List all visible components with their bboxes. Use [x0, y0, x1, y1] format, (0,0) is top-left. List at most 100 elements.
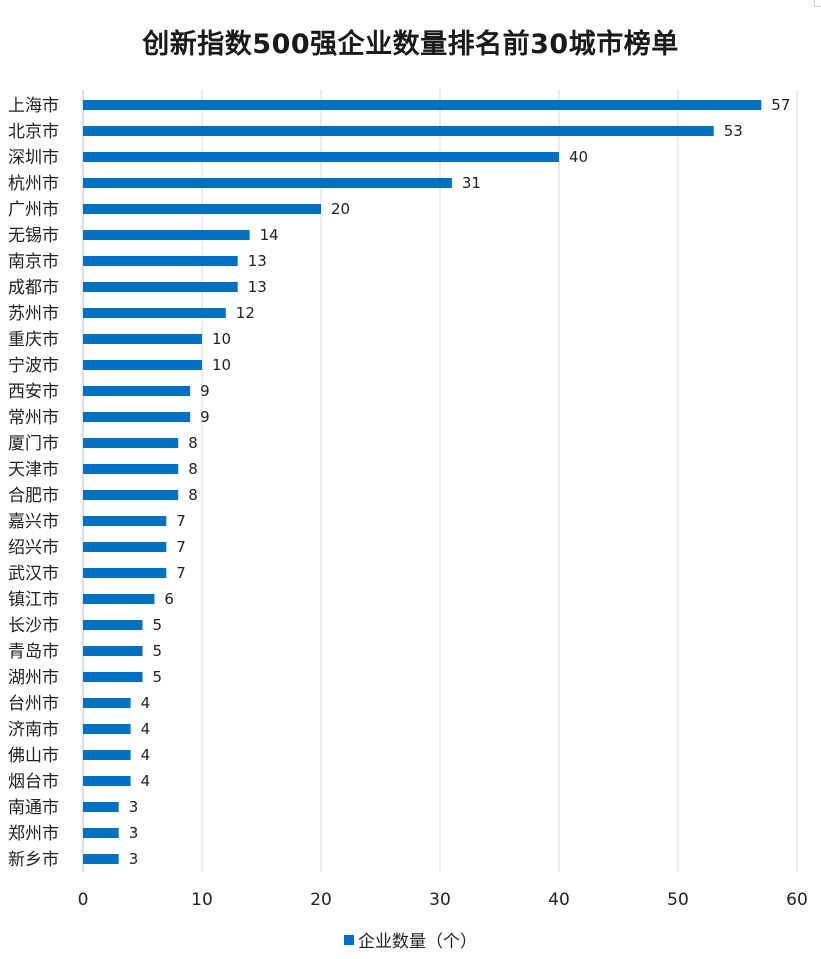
- bar: [83, 230, 250, 240]
- data-label: 3: [129, 824, 139, 842]
- bar: [83, 178, 452, 188]
- legend: 企业数量（个）: [0, 927, 821, 952]
- data-label: 8: [188, 434, 198, 452]
- data-label: 4: [141, 694, 151, 712]
- data-label: 4: [141, 720, 151, 738]
- bar: [83, 568, 167, 578]
- category-label: 青岛市: [8, 642, 59, 662]
- category-label: 宁波市: [8, 356, 59, 376]
- data-label: 5: [153, 616, 163, 634]
- bar: [83, 828, 119, 838]
- bar: [83, 542, 167, 552]
- bar: [83, 282, 238, 292]
- bar: [83, 672, 143, 682]
- bar: [83, 802, 119, 812]
- category-label: 郑州市: [8, 824, 59, 844]
- bar: [83, 516, 167, 526]
- bar: [83, 152, 559, 162]
- data-label: 10: [212, 356, 231, 374]
- data-label: 8: [188, 460, 198, 478]
- data-label: 7: [176, 538, 186, 556]
- data-label: 6: [164, 590, 174, 608]
- category-label: 无锡市: [8, 226, 59, 246]
- x-tick-label: 40: [548, 890, 570, 910]
- bar: [83, 490, 179, 500]
- category-label: 新乡市: [8, 850, 59, 870]
- bar: [83, 360, 202, 370]
- data-label: 13: [248, 252, 267, 270]
- category-label: 杭州市: [8, 174, 59, 194]
- category-label: 上海市: [8, 96, 59, 116]
- data-label: 53: [724, 122, 743, 140]
- category-label: 北京市: [8, 122, 59, 142]
- data-label: 7: [176, 512, 186, 530]
- category-label: 武汉市: [8, 564, 59, 584]
- category-label: 佛山市: [8, 746, 59, 766]
- data-label: 12: [236, 304, 255, 322]
- bar: [83, 646, 143, 656]
- x-tick-label: 50: [667, 890, 689, 910]
- bar: [83, 438, 179, 448]
- category-label: 烟台市: [8, 772, 59, 792]
- data-label: 57: [771, 96, 790, 114]
- category-label: 天津市: [8, 460, 59, 480]
- bar: [83, 594, 155, 604]
- category-label: 广州市: [8, 200, 59, 220]
- data-label: 5: [153, 642, 163, 660]
- data-label: 7: [176, 564, 186, 582]
- bar: [83, 100, 762, 110]
- bar: [83, 698, 131, 708]
- x-tick-label: 0: [78, 890, 89, 910]
- data-label: 40: [569, 148, 588, 166]
- x-tick-label: 10: [191, 890, 213, 910]
- data-label: 13: [248, 278, 267, 296]
- bar: [83, 256, 238, 266]
- bar: [83, 126, 714, 136]
- category-label: 成都市: [8, 278, 59, 298]
- category-label: 绍兴市: [8, 538, 59, 558]
- category-label: 南京市: [8, 252, 59, 272]
- x-tick-label: 60: [786, 890, 808, 910]
- data-label: 3: [129, 798, 139, 816]
- data-label: 9: [200, 408, 210, 426]
- legend-label: 企业数量（个）: [358, 932, 477, 952]
- category-label: 济南市: [8, 720, 59, 740]
- category-label: 西安市: [8, 382, 59, 402]
- category-label: 合肥市: [8, 486, 59, 506]
- data-label: 9: [200, 382, 210, 400]
- bar: [83, 464, 179, 474]
- x-tick-label: 30: [429, 890, 451, 910]
- data-label: 5: [153, 668, 163, 686]
- category-label: 嘉兴市: [8, 512, 59, 532]
- category-label: 重庆市: [8, 330, 59, 350]
- legend-swatch: [344, 935, 354, 945]
- category-label: 厦门市: [8, 434, 59, 454]
- data-label: 3: [129, 850, 139, 868]
- category-label: 常州市: [8, 408, 59, 428]
- category-label: 深圳市: [8, 148, 59, 168]
- category-label: 台州市: [8, 694, 59, 714]
- category-label: 长沙市: [8, 616, 59, 636]
- chart-title: 创新指数500强企业数量排名前30城市榜单: [142, 29, 679, 60]
- data-label: 20: [331, 200, 350, 218]
- data-label: 8: [188, 486, 198, 504]
- bar: [83, 308, 226, 318]
- bar: [83, 386, 191, 396]
- data-label: 14: [260, 226, 279, 244]
- corner-mark: [814, 0, 821, 7]
- bar: [83, 204, 321, 214]
- bar: [83, 334, 202, 344]
- data-label: 10: [212, 330, 231, 348]
- category-label: 南通市: [8, 798, 59, 818]
- bar: [83, 750, 131, 760]
- data-label: 4: [141, 772, 151, 790]
- bar: [83, 620, 143, 630]
- category-label: 镇江市: [8, 590, 59, 610]
- category-label: 湖州市: [8, 668, 59, 688]
- bar: [83, 412, 191, 422]
- category-label: 苏州市: [8, 304, 59, 324]
- data-label: 4: [141, 746, 151, 764]
- bar: [83, 724, 131, 734]
